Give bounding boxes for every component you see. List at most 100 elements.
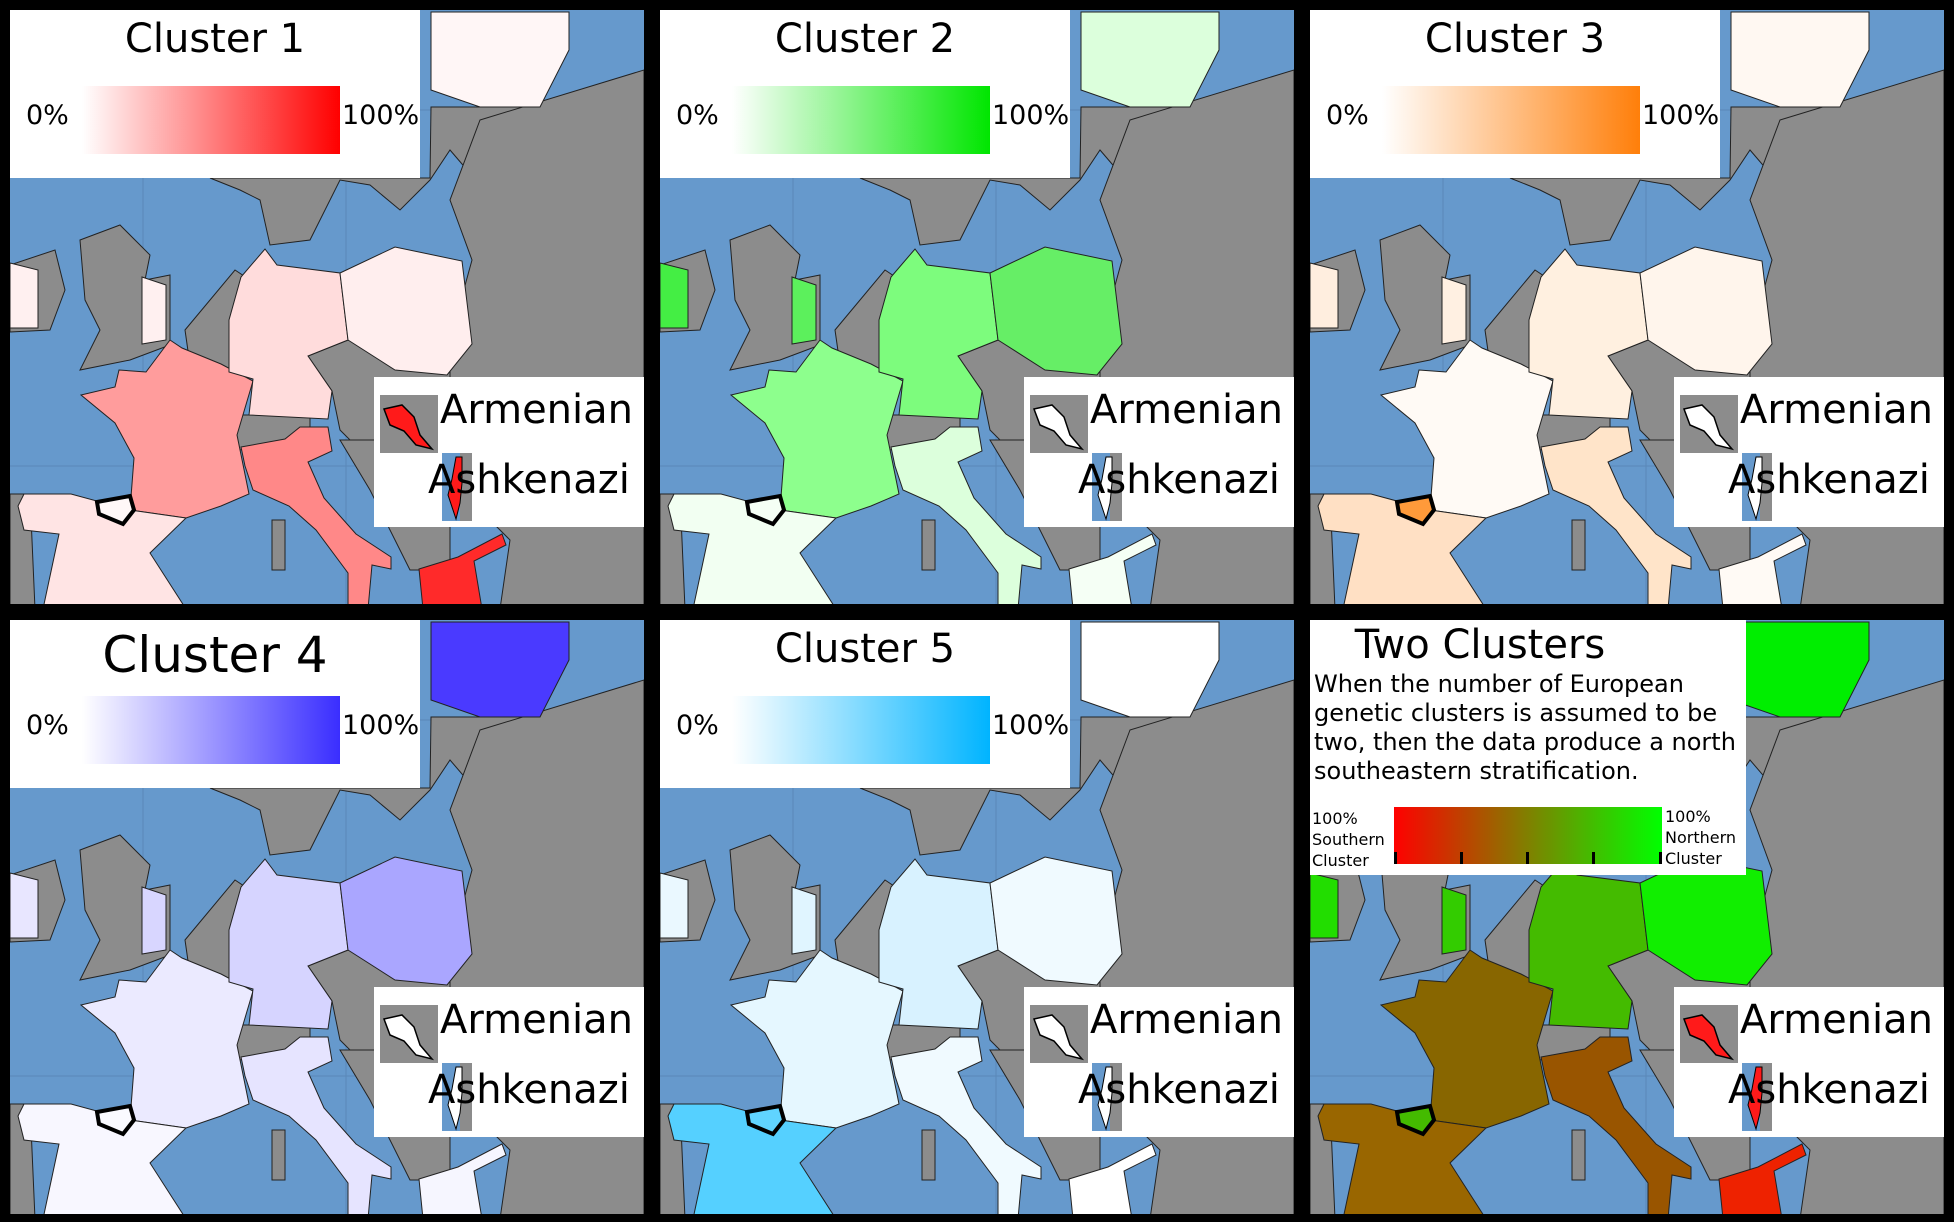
country-ireland <box>10 872 39 939</box>
country-england <box>791 886 817 955</box>
country-france <box>729 339 904 519</box>
country-france <box>1379 949 1554 1129</box>
armenia-map-icon <box>1680 395 1738 453</box>
armenian-label: Armenian <box>1090 387 1284 433</box>
country-italy <box>890 1036 1042 1214</box>
color-scale-bar <box>1382 86 1640 154</box>
country-finland <box>1730 621 1870 718</box>
color-scale-bar <box>732 696 990 764</box>
scale-min-label: 0% <box>676 710 719 741</box>
country-england <box>1441 886 1467 955</box>
country-basque <box>1394 493 1437 527</box>
country-france <box>79 339 254 519</box>
country-england <box>141 886 167 955</box>
ashkenazi-label: Ashkenazi <box>428 457 630 503</box>
country-spain <box>17 493 188 604</box>
country-greece <box>418 533 507 604</box>
map-panel-5: Cluster 5 0% 100% Armenian Ashkenazi <box>660 620 1294 1214</box>
armenian-label: Armenian <box>1740 997 1934 1043</box>
country-spain <box>667 493 838 604</box>
israel-map-icon <box>1742 453 1772 521</box>
country-poland <box>989 856 1123 986</box>
country-italy <box>1540 426 1692 604</box>
country-poland <box>339 246 473 376</box>
scale-tick <box>1460 852 1463 864</box>
land-region <box>271 519 286 571</box>
armenia-map-icon <box>1680 1005 1738 1063</box>
panel-title: Cluster 1 <box>124 16 306 62</box>
land-region <box>1571 1129 1586 1181</box>
armenian-label: Armenian <box>1090 997 1284 1043</box>
scale-min-label: 0% <box>676 100 719 131</box>
scale-tick <box>1526 852 1529 864</box>
color-scale-bar <box>82 86 340 154</box>
land-region <box>921 519 936 571</box>
panel-title: Cluster 4 <box>102 626 328 684</box>
title-legend-box: Cluster 2 0% 100% <box>660 10 1070 178</box>
land-region <box>271 1129 286 1181</box>
country-basque <box>744 1103 787 1137</box>
country-france <box>79 949 254 1129</box>
population-legend: Armenian Ashkenazi <box>1024 377 1294 527</box>
armenia-map-icon <box>1030 395 1088 453</box>
land-region <box>921 1129 936 1181</box>
country-england <box>141 276 167 345</box>
title-legend-box: Cluster 5 0% 100% <box>660 620 1070 788</box>
map-panel-3: Cluster 3 0% 100% Armenian Ashkenazi <box>1310 10 1944 604</box>
population-legend: Armenian Ashkenazi <box>1024 987 1294 1137</box>
scale-tick <box>1394 852 1397 864</box>
country-greece <box>1718 533 1807 604</box>
panel-title: Cluster 3 <box>1424 16 1606 62</box>
country-spain <box>1317 1103 1488 1214</box>
country-greece <box>418 1143 507 1214</box>
ashkenazi-label: Ashkenazi <box>1728 457 1930 503</box>
panel-title: Cluster 5 <box>774 626 956 672</box>
armenian-label: Armenian <box>1740 387 1934 433</box>
country-italy <box>240 426 392 604</box>
map-panel-2: Cluster 2 0% 100% Armenian Ashkenazi <box>660 10 1294 604</box>
country-greece <box>1068 1143 1157 1214</box>
israel-map-icon <box>1742 1063 1772 1131</box>
ashkenazi-label: Ashkenazi <box>1078 1067 1280 1113</box>
country-ireland <box>10 262 39 329</box>
title-legend-box: Cluster 1 0% 100% <box>10 10 420 178</box>
scale-min-label: 0% <box>26 100 69 131</box>
color-scale-bar <box>82 696 340 764</box>
country-ireland <box>1310 262 1339 329</box>
country-france <box>729 949 904 1129</box>
israel-map-icon <box>442 453 472 521</box>
country-italy <box>890 426 1042 604</box>
country-poland <box>1639 246 1773 376</box>
country-basque <box>94 493 137 527</box>
israel-map-icon <box>1092 453 1122 521</box>
armenia-map-icon <box>380 1005 438 1063</box>
scale-min-label: 0% <box>26 710 69 741</box>
scale-min-label: 100% Southern Cluster <box>1312 809 1385 870</box>
map-panel-6: Two Clusters When the number of European … <box>1310 620 1944 1214</box>
ashkenazi-label: Ashkenazi <box>1728 1067 1930 1113</box>
country-finland <box>1080 621 1220 718</box>
country-england <box>791 276 817 345</box>
country-spain <box>667 1103 838 1214</box>
land-region <box>1571 519 1586 571</box>
scale-tick <box>1592 852 1595 864</box>
panel-title: Two Clusters <box>1354 622 1606 668</box>
country-italy <box>240 1036 392 1214</box>
map-panel-4: Cluster 4 0% 100% Armenian Ashkenazi <box>10 620 644 1214</box>
scale-min-label: 0% <box>1326 100 1369 131</box>
title-legend-box: Cluster 4 0% 100% <box>10 620 420 788</box>
country-finland <box>1730 11 1870 108</box>
scale-max-label: 100% <box>992 710 1070 741</box>
armenian-label: Armenian <box>440 387 634 433</box>
panel-title: Cluster 2 <box>774 16 956 62</box>
map-panel-1: Cluster 1 0% 100% Armenian Ashkenazi <box>10 10 644 604</box>
ashkenazi-label: Ashkenazi <box>1078 457 1280 503</box>
country-basque <box>1394 1103 1437 1137</box>
population-legend: Armenian Ashkenazi <box>1674 377 1944 527</box>
panel-description: When the number of European genetic clus… <box>1314 670 1736 785</box>
country-ireland <box>660 262 689 329</box>
country-basque <box>744 493 787 527</box>
country-poland <box>989 246 1123 376</box>
population-legend: Armenian Ashkenazi <box>374 987 644 1137</box>
scale-max-label: 100% Northern Cluster <box>1665 807 1737 868</box>
